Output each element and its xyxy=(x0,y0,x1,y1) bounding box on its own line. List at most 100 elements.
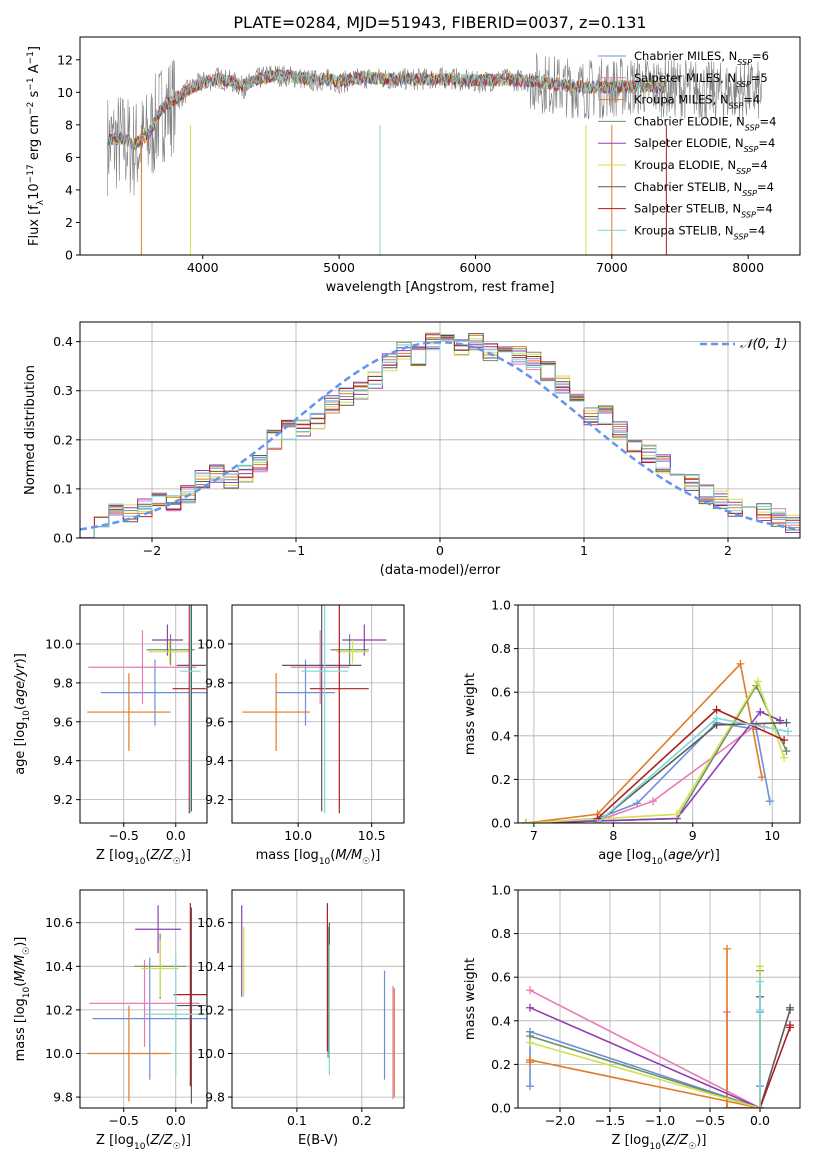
y-tick-label: 0.4 xyxy=(491,728,511,743)
x-axis-label-part: ☉ xyxy=(362,857,370,867)
x-axis-label-part: )] xyxy=(181,1133,191,1148)
y-axis-label-part: 10 xyxy=(27,183,42,200)
x-axis-label-part: ☉ xyxy=(173,857,181,867)
legend-label-part: =4 xyxy=(760,114,777,128)
x-axis-label-part: )] xyxy=(181,848,191,863)
y-tick-label: 6 xyxy=(65,150,73,165)
x-axis-label-part: )] xyxy=(696,1133,706,1148)
weight-series-line xyxy=(529,989,761,1108)
y-tick-label: 9.8 xyxy=(205,675,225,690)
x-axis-label: age [log10(age/yr)] xyxy=(598,848,720,867)
weight-series-line xyxy=(529,948,761,1108)
y-tick-label: 0.3 xyxy=(53,383,73,398)
legend-label-part: Kroupa ELODIE, N xyxy=(634,158,736,172)
legend-label: Chabrier MILES, NSSP=6 xyxy=(634,49,769,67)
weight-point-marker xyxy=(526,1082,534,1091)
y-tick-label: 10.4 xyxy=(197,959,225,974)
legend-label-part: =4 xyxy=(757,180,774,194)
y-tick-label: 9.8 xyxy=(53,1090,73,1105)
x-axis-label-part: E(B-V) xyxy=(298,1133,338,1148)
y-tick-label: 10.2 xyxy=(45,1002,73,1017)
residual_hist-plot-area xyxy=(80,322,800,538)
y-axis-label-part: A xyxy=(27,64,42,77)
x-axis-label-part: 10 xyxy=(134,1142,146,1152)
legend-label-part: Salpeter ELODIE, N xyxy=(634,136,744,150)
mass_vs_Z-axes-frame xyxy=(79,889,208,1109)
y-axis-label: mass weight xyxy=(463,958,478,1040)
weight-point-marker xyxy=(786,1021,794,1030)
legend-label: Chabrier STELIB, NSSP=4 xyxy=(634,180,774,198)
legend-label-part: =6 xyxy=(752,49,769,63)
weight-series-line xyxy=(525,662,763,823)
y-axis-label-part: ] xyxy=(27,46,42,51)
legend-label-part: SSP xyxy=(737,58,752,67)
y-axis-label-part: age/yr xyxy=(13,662,28,705)
y-axis-label-part: )] xyxy=(13,937,28,947)
x-axis-label-part: Z [log xyxy=(96,1133,134,1148)
x-tick-label: 10.0 xyxy=(284,828,312,843)
x-tick-label: 0.0 xyxy=(166,1113,186,1128)
weight-point-marker xyxy=(723,1104,731,1108)
mass_vs_Z-panel: −0.5 0.09.810.010.210.410.6Z [log10(Z/Z☉)… xyxy=(13,889,208,1152)
age_vs_mass-axes-frame xyxy=(231,604,405,824)
x-axis-label: Z [log10(Z/Z☉)] xyxy=(96,1133,191,1152)
legend-label-part: =4 xyxy=(758,136,775,150)
weight-point-marker xyxy=(526,1056,534,1065)
y-tick-label: 9.8 xyxy=(53,675,73,690)
y-axis-label-part: λ xyxy=(36,199,46,205)
weight-point-marker xyxy=(782,718,791,727)
weight_vs_Z-panel: −2.0 −1.5 −1.0 −0.5 0.0 0.0 0.2 0.4 0.6 0.8 1.0 Z [… xyxy=(463,883,801,1152)
legend-label-part: =5 xyxy=(751,71,768,85)
age_vs_mass-panel: 10.0 10.5 9.2 9.4 9.6 9.8 10.0 mass [log10(M/M☉… xyxy=(197,604,405,867)
spectrum-axes-frame xyxy=(79,36,801,256)
y-axis-label: age [log10(age/yr)] xyxy=(13,653,32,775)
legend-label: Kroupa MILES, NSSP=4 xyxy=(634,93,760,111)
x-axis-label-part: mass [log xyxy=(256,848,319,863)
y-tick-label: 4 xyxy=(65,182,73,197)
x-tick-label: 2 xyxy=(724,543,732,558)
y-tick-label: 10.4 xyxy=(45,959,73,974)
legend-label: Salpeter ELODIE, NSSP=4 xyxy=(634,136,775,154)
y-tick-label: 9.6 xyxy=(205,714,225,729)
y-tick-label: 0.1 xyxy=(53,481,73,496)
y-tick-label: 0.6 xyxy=(491,685,511,700)
x-axis-label-part: age/yr xyxy=(668,848,711,863)
y-tick-label: 0 xyxy=(65,248,73,263)
y-tick-label: 0.8 xyxy=(491,641,511,656)
weight-point-marker xyxy=(780,753,789,762)
x-axis-label-part: wavelength [Angstrom, rest frame] xyxy=(326,280,555,295)
legend-label-part: Kroupa STELIB, N xyxy=(634,223,734,237)
weight-point-marker xyxy=(780,736,789,745)
y-axis-label-part: age [log xyxy=(13,722,28,775)
x-tick-label: 8000 xyxy=(732,260,764,275)
x-tick-label: 5000 xyxy=(323,260,355,275)
model-spectrum-line xyxy=(106,70,667,149)
weight-point-marker xyxy=(765,797,774,806)
legend-label-part: SSP xyxy=(734,232,749,241)
weight-point-marker xyxy=(526,986,534,995)
y-axis-label-part: mass weight xyxy=(463,673,478,755)
mass_vs_ebv-panel: 0.1 0.2 9.8 10.0 10.2 10.4 10.6 E(B-V) xyxy=(197,889,405,1148)
weight_vs_Z-plot-area xyxy=(518,890,800,1108)
x-axis-label-part: ☉ xyxy=(688,1142,696,1152)
y-tick-label: 8 xyxy=(65,117,73,132)
y-tick-label: 0.4 xyxy=(53,334,73,349)
x-tick-label: 7 xyxy=(530,828,538,843)
normal-distribution-curve xyxy=(80,340,800,531)
x-tick-label: −1.0 xyxy=(645,1113,675,1128)
weight-point-marker xyxy=(782,747,791,756)
y-tick-label: 10.0 xyxy=(197,1046,225,1061)
weight-point-marker xyxy=(649,797,658,806)
x-tick-label: 4000 xyxy=(187,260,219,275)
legend-label-part: Salpeter STELIB, N xyxy=(634,202,741,216)
weight_vs_age-plot-area xyxy=(518,605,800,823)
weight-point-marker xyxy=(756,962,764,971)
x-axis-label: Z [log10(Z/Z☉)] xyxy=(96,848,191,867)
legend-label: Salpeter STELIB, NSSP=4 xyxy=(634,202,773,220)
y-tick-label: 1.0 xyxy=(491,598,511,613)
legend-label-part: SSP xyxy=(729,101,744,110)
legend-label-part: SSP xyxy=(742,188,757,197)
spectrum-panel: 4000 5000 6000 7000 8000 0 2 4 6 8 10 12 wavelength … xyxy=(26,36,801,295)
legend-label-part: =4 xyxy=(756,202,773,216)
